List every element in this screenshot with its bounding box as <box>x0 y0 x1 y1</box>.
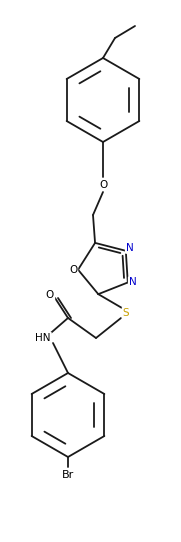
Text: O: O <box>99 180 107 190</box>
Text: O: O <box>69 264 77 275</box>
Text: O: O <box>46 290 54 300</box>
Text: Br: Br <box>62 470 74 480</box>
Text: N: N <box>129 278 137 287</box>
Text: N: N <box>126 243 134 253</box>
Text: HN: HN <box>35 333 51 343</box>
Text: S: S <box>123 308 129 318</box>
